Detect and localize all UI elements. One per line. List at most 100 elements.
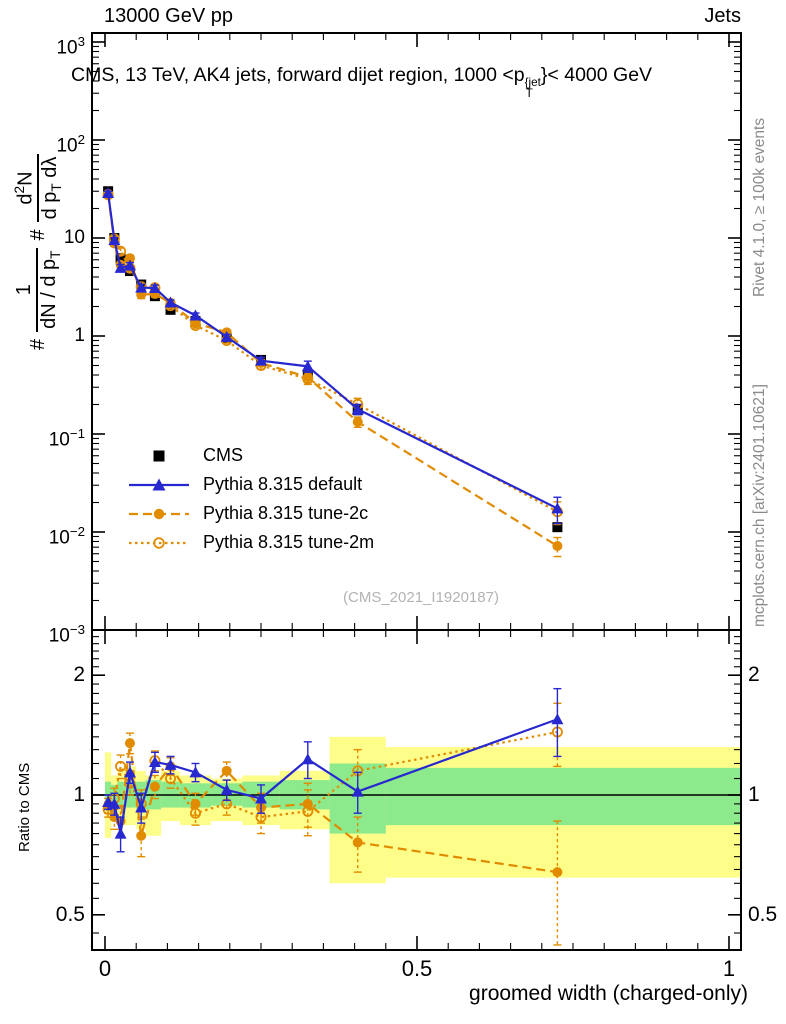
marker-triangle <box>108 797 121 809</box>
marker-triangle <box>220 783 233 795</box>
marker-triangle <box>189 766 202 778</box>
ratio-tick-label-right: 2 <box>748 663 760 687</box>
marker-square <box>552 522 563 533</box>
series-line <box>107 730 558 819</box>
legend-item-label: Pythia 8.315 default <box>203 474 363 494</box>
marker-triangle <box>108 234 121 246</box>
legend: CMS Pythia 8.315 default Pythia 8.315 tune… <box>127 441 374 557</box>
ratio-tick-label-left: 0.5 <box>55 902 85 926</box>
y-tick-label: 10 <box>63 227 85 248</box>
marker-circle <box>124 738 135 749</box>
rivet-version-note: Rivet 4.1.0, ≥ 100k events <box>751 117 768 297</box>
marker-square <box>115 253 126 264</box>
marker-circle <box>552 867 563 878</box>
marker-triangle <box>123 766 136 778</box>
marker-circle-open <box>115 760 127 772</box>
ylabel-fraction-2: d2N d pT dλ <box>12 153 65 223</box>
ylabel-num2: d2N <box>12 171 37 205</box>
marker-triangle <box>551 502 564 514</box>
legend-item: Pythia 8.315 tune-2m <box>127 528 374 557</box>
marker-triangle <box>148 281 161 293</box>
legend-marker-sample <box>129 478 189 490</box>
mcplots-arxiv-note: mcplots.cern.ch [arXiv:2401.10621] <box>751 384 768 627</box>
ratio-panel-series <box>102 687 564 946</box>
marker-triangle <box>301 753 314 765</box>
pt-subscript: T <box>525 87 533 101</box>
x-tick-label: 0.5 <box>401 956 433 981</box>
marker-triangle <box>148 756 161 768</box>
marker-triangle <box>114 261 127 273</box>
marker-triangle <box>135 801 148 813</box>
y-axis-label: # 1 dN / d pT # d2N d pT dλ <box>12 153 65 350</box>
marker-circle <box>552 540 563 551</box>
legend-item: CMS <box>127 441 374 470</box>
pt-jet-stack: {jet T <box>524 75 541 101</box>
legend-marker-sample <box>129 508 189 519</box>
legend-item: Pythia 8.315 tune-2c <box>127 499 374 528</box>
legend-item: Pythia 8.315 default <box>127 470 374 499</box>
marker-triangle <box>220 330 233 342</box>
marker-circle <box>352 416 363 427</box>
panel-title-suffix: }< 4000 GeV <box>540 64 653 86</box>
panel-title: CMS, 13 TeV, AK4 jets, forward dijet reg… <box>71 64 652 100</box>
marker-triangle <box>351 403 364 415</box>
marker-circle-open <box>189 807 201 819</box>
legend-marker-sample <box>153 450 165 461</box>
marker-circle-open <box>302 805 314 817</box>
panel-title-prefix: CMS, 13 TeV, AK4 jets, forward dijet reg… <box>71 64 525 86</box>
legend-item-label: Pythia 8.315 tune-2m <box>203 532 375 552</box>
x-axis-title: groomed width (charged-only) <box>469 982 748 1005</box>
y-tick-label: 10−1 <box>48 426 85 451</box>
y-tick-label: 103 <box>56 34 85 59</box>
marker-triangle <box>114 827 127 839</box>
ratio-panel-frame <box>91 629 742 951</box>
series-line <box>107 194 558 513</box>
ylabel-hash1: # <box>26 338 49 350</box>
ylabel-hash2: # <box>26 229 49 241</box>
marker-triangle <box>351 785 364 797</box>
pt-superscript: {jet <box>524 75 541 89</box>
marker-circle-open <box>302 373 314 385</box>
marker-triangle <box>102 186 115 198</box>
legend-item-label: CMS <box>203 445 243 465</box>
marker-circle <box>221 765 232 776</box>
ylabel-num1: 1 <box>13 284 36 296</box>
ratio-tick-label-right: 0.5 <box>748 902 778 926</box>
legend-marker-sample <box>129 536 189 549</box>
marker-triangle <box>164 758 177 770</box>
marker-triangle <box>135 281 148 293</box>
marker-circle <box>136 830 147 841</box>
y-tick-label: 10−2 <box>48 524 85 549</box>
band-green-segment <box>385 767 741 826</box>
marker-circle <box>124 253 135 264</box>
main-panel-series <box>102 186 564 558</box>
ratio-axis-label: Ratio to CMS <box>16 762 33 852</box>
marker-triangle <box>189 309 202 321</box>
y-tick-label: 10−3 <box>48 622 85 647</box>
marker-triangle <box>551 713 564 725</box>
ratio-tick-label-right: 1 <box>748 783 760 806</box>
x-tick-label: 1 <box>722 956 736 981</box>
ratio-tick-label-left: 1 <box>73 783 85 806</box>
y-tick-label: 1 <box>74 325 85 346</box>
marker-triangle <box>255 792 267 804</box>
legend-item-label: Pythia 8.315 tune-2c <box>203 503 369 523</box>
x-tick-label: 0 <box>98 956 112 981</box>
marker-triangle <box>301 360 314 372</box>
marker-triangle <box>255 354 267 366</box>
marker-circle <box>352 837 363 848</box>
cms-uncertainty-bands <box>105 736 741 884</box>
ratio-tick-label-left: 2 <box>73 663 85 687</box>
marker-circle-open <box>189 319 201 331</box>
header-analysis-label: Jets <box>704 5 741 27</box>
header-beam-label: 13000 GeV pp <box>104 5 233 27</box>
marker-triangle <box>164 296 177 308</box>
ylabel-den2: d pT dλ <box>37 153 65 223</box>
marker-triangle <box>123 259 136 271</box>
ylabel-fraction-1: 1 dN / d pT <box>13 247 63 332</box>
analysis-id-watermark: (CMS_2021_I1920187) <box>343 589 499 606</box>
ylabel-den1: dN / d pT <box>35 247 63 332</box>
y-tick-label: 102 <box>56 132 85 157</box>
